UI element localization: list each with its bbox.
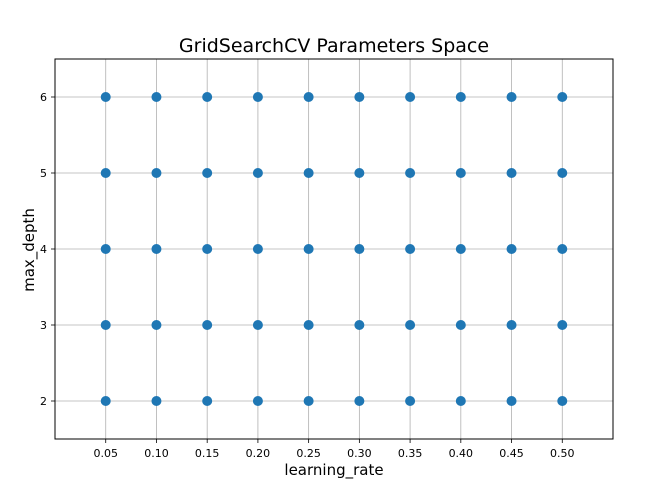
scatter-point <box>202 92 213 102</box>
scatter-point <box>506 244 517 254</box>
x-tick-label: 0.20 <box>246 447 271 460</box>
x-tick-label: 0.15 <box>195 447 220 460</box>
x-tick-label: 0.45 <box>499 447 524 460</box>
scatter-point <box>252 396 263 406</box>
scatter-point <box>100 92 111 102</box>
data-points <box>100 92 568 406</box>
scatter-point <box>252 244 263 254</box>
y-tick-label: 6 <box>40 91 47 104</box>
scatter-point <box>252 320 263 330</box>
x-tick-label: 0.25 <box>296 447 321 460</box>
axis-ticks: 0.05 0.10 0.15 0.20 0.25 0.30 0.35 0.40 0.45 0.50… <box>40 91 575 460</box>
scatter-point <box>202 396 213 406</box>
x-tick-label: 0.50 <box>550 447 575 460</box>
scatter-point <box>557 396 568 406</box>
x-tick-label: 0.10 <box>144 447 169 460</box>
scatter-point <box>151 92 162 102</box>
scatter-point <box>354 396 365 406</box>
x-tick-label: 0.30 <box>347 447 372 460</box>
scatter-point <box>100 168 111 178</box>
grid <box>55 59 613 439</box>
scatter-point <box>303 396 314 406</box>
scatter-point <box>557 168 568 178</box>
scatter-point <box>202 168 213 178</box>
y-tick-label: 5 <box>40 167 47 180</box>
scatter-point <box>202 320 213 330</box>
scatter-point <box>506 168 517 178</box>
scatter-point <box>354 244 365 254</box>
y-tick-label: 4 <box>40 243 47 256</box>
scatter-point <box>151 320 162 330</box>
scatter-point <box>405 168 416 178</box>
scatter-point <box>557 244 568 254</box>
scatter-point <box>100 396 111 406</box>
scatter-point <box>354 320 365 330</box>
x-axis-label: learning_rate <box>284 461 383 480</box>
scatter-point <box>557 92 568 102</box>
scatter-point <box>455 92 466 102</box>
scatter-point <box>506 92 517 102</box>
scatter-point <box>303 92 314 102</box>
y-tick-label: 2 <box>40 395 47 408</box>
scatter-point <box>151 244 162 254</box>
scatter-point <box>506 396 517 406</box>
y-axis-label: max_depth <box>20 208 39 292</box>
scatter-point <box>405 92 416 102</box>
scatter-point <box>100 320 111 330</box>
x-tick-label: 0.35 <box>398 447 423 460</box>
scatter-point <box>151 168 162 178</box>
scatter-point <box>405 320 416 330</box>
scatter-point <box>100 244 111 254</box>
scatter-point <box>354 168 365 178</box>
scatter-point <box>405 244 416 254</box>
scatter-point <box>455 320 466 330</box>
scatter-point <box>151 396 162 406</box>
scatter-point <box>455 244 466 254</box>
scatter-point <box>354 92 365 102</box>
scatter-point <box>455 396 466 406</box>
scatter-point <box>557 320 568 330</box>
x-tick-label: 0.40 <box>449 447 474 460</box>
scatter-point <box>405 396 416 406</box>
scatter-point <box>303 168 314 178</box>
x-tick-label: 0.05 <box>93 447 118 460</box>
scatter-point <box>303 244 314 254</box>
scatter-point <box>252 92 263 102</box>
y-tick-label: 3 <box>40 319 47 332</box>
scatter-point <box>506 320 517 330</box>
scatter-point <box>303 320 314 330</box>
scatter-point <box>252 168 263 178</box>
chart-title: GridSearchCV Parameters Space <box>179 35 489 57</box>
scatter-point <box>455 168 466 178</box>
scatter-point <box>202 244 213 254</box>
